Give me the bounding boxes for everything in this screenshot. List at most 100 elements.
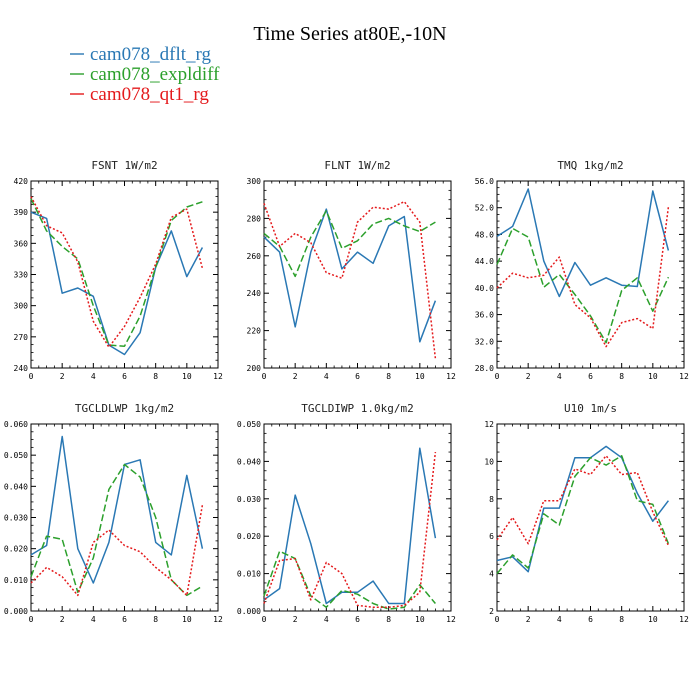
series-line bbox=[496, 445, 669, 573]
series-line bbox=[30, 198, 203, 347]
y-tick-label: 10 bbox=[484, 457, 494, 466]
y-tick-label: 40.0 bbox=[475, 284, 494, 293]
x-tick-label: 8 bbox=[153, 372, 158, 381]
plot-frame bbox=[30, 423, 219, 612]
x-tick-label: 10 bbox=[182, 372, 192, 381]
x-tick-label: 12 bbox=[679, 615, 689, 624]
series-line bbox=[496, 455, 670, 546]
y-tick-label: 270 bbox=[14, 333, 29, 342]
series-line bbox=[30, 435, 204, 584]
x-tick-label: 8 bbox=[386, 372, 391, 381]
x-tick-label: 4 bbox=[324, 372, 329, 381]
chart-panel: TGCLDIWP 1.0kg/m2 0 2 4 6 8 10 12 0.000 0.010 0.02… bbox=[237, 402, 456, 624]
x-tick-label: 10 bbox=[648, 372, 658, 381]
y-tick-label: 360 bbox=[14, 239, 29, 248]
panel-title: TMQ 1kg/m2 bbox=[557, 159, 623, 172]
legend-label: cam078_dflt_rg bbox=[90, 44, 212, 65]
y-tick-label: 44.0 bbox=[475, 257, 494, 266]
x-tick-label: 6 bbox=[355, 615, 360, 624]
y-tick-label: 12 bbox=[484, 420, 494, 429]
x-tick-label: 2 bbox=[293, 372, 298, 381]
y-tick-label: 0.060 bbox=[4, 420, 28, 429]
x-tick-label: 4 bbox=[91, 372, 96, 381]
x-tick-label: 12 bbox=[446, 372, 456, 381]
x-tick-label: 6 bbox=[122, 372, 127, 381]
legend-label: cam078_qt1_rg bbox=[90, 84, 209, 105]
x-tick-label: 6 bbox=[588, 372, 593, 381]
y-tick-label: 0.050 bbox=[4, 451, 28, 460]
y-tick-label: 0.010 bbox=[237, 570, 261, 579]
x-tick-label: 4 bbox=[557, 615, 562, 624]
y-tick-label: 28.0 bbox=[475, 364, 494, 373]
legend-label: cam078_expldiff bbox=[90, 64, 220, 85]
x-tick-label: 8 bbox=[153, 615, 158, 624]
y-tick-label: 0.040 bbox=[237, 457, 261, 466]
y-tick-label: 0.020 bbox=[237, 532, 261, 541]
x-tick-label: 2 bbox=[526, 372, 531, 381]
x-tick-label: 10 bbox=[415, 372, 425, 381]
y-tick-label: 240 bbox=[247, 289, 262, 298]
x-tick-label: 10 bbox=[648, 615, 658, 624]
y-tick-label: 8 bbox=[489, 495, 494, 504]
y-tick-label: 0.020 bbox=[4, 545, 28, 554]
panel-title: U10 1m/s bbox=[564, 402, 617, 415]
chart-panel: TGCLDLWP 1kg/m2 0 2 4 6 8 10 12 0.000 0.010 0.020 0… bbox=[4, 402, 223, 624]
x-tick-label: 12 bbox=[213, 372, 223, 381]
y-tick-label: 420 bbox=[14, 177, 29, 186]
x-tick-label: 6 bbox=[355, 372, 360, 381]
y-tick-label: 260 bbox=[247, 252, 262, 261]
y-tick-label: 2 bbox=[489, 607, 494, 616]
x-tick-label: 12 bbox=[213, 615, 223, 624]
y-tick-label: 300 bbox=[247, 177, 262, 186]
y-tick-label: 6 bbox=[489, 532, 494, 541]
y-tick-label: 0.000 bbox=[4, 607, 28, 616]
series-line bbox=[263, 210, 436, 278]
y-tick-label: 300 bbox=[14, 302, 29, 311]
panel-title: FSNT 1W/m2 bbox=[91, 159, 157, 172]
x-tick-label: 8 bbox=[619, 615, 624, 624]
x-tick-label: 0 bbox=[29, 615, 34, 624]
y-tick-label: 0.030 bbox=[4, 514, 28, 523]
x-tick-label: 0 bbox=[262, 372, 267, 381]
plot-frame bbox=[263, 180, 452, 369]
x-tick-label: 12 bbox=[679, 372, 689, 381]
series-line bbox=[496, 455, 670, 575]
figure-title: Time Series at80E,-10N bbox=[253, 23, 446, 45]
y-tick-label: 330 bbox=[14, 271, 29, 280]
y-tick-label: 0.040 bbox=[4, 482, 28, 491]
series-line bbox=[263, 200, 437, 359]
series-line bbox=[496, 206, 670, 348]
y-tick-label: 280 bbox=[247, 214, 262, 223]
y-tick-label: 0.050 bbox=[237, 420, 261, 429]
plot-frame bbox=[496, 180, 685, 369]
x-tick-label: 2 bbox=[293, 615, 298, 624]
series-line bbox=[30, 196, 204, 348]
y-tick-label: 240 bbox=[14, 364, 29, 373]
y-tick-label: 200 bbox=[247, 364, 262, 373]
y-tick-label: 0.030 bbox=[237, 495, 261, 504]
panel-title: TGCLDIWP 1.0kg/m2 bbox=[301, 402, 414, 415]
y-tick-label: 0.010 bbox=[4, 576, 28, 585]
legend: cam078_dflt_rgcam078_expldiffcam078_qt1_… bbox=[70, 44, 220, 105]
x-tick-label: 12 bbox=[446, 615, 456, 624]
x-tick-label: 8 bbox=[386, 615, 391, 624]
series-line bbox=[496, 227, 670, 344]
series-line bbox=[30, 504, 204, 597]
series-line bbox=[263, 550, 436, 610]
x-tick-label: 0 bbox=[262, 615, 267, 624]
panel-title: FLNT 1W/m2 bbox=[324, 159, 390, 172]
x-tick-label: 6 bbox=[122, 615, 127, 624]
chart-panel: FSNT 1W/m2 0 2 4 6 8 10 12 240 270 300 330 360 390 420 bbox=[14, 159, 223, 381]
y-tick-label: 52.0 bbox=[475, 204, 494, 213]
x-tick-label: 10 bbox=[182, 615, 192, 624]
y-tick-label: 32.0 bbox=[475, 337, 494, 346]
chart-panels: FSNT 1W/m20 2 4 6 8 10 12240270300330360390420… bbox=[4, 159, 689, 624]
x-tick-label: 0 bbox=[495, 615, 500, 624]
x-tick-label: 6 bbox=[588, 615, 593, 624]
series-line bbox=[263, 208, 437, 343]
y-tick-label: 0.000 bbox=[237, 607, 261, 616]
y-tick-label: 4 bbox=[489, 570, 494, 579]
series-line bbox=[30, 211, 204, 356]
